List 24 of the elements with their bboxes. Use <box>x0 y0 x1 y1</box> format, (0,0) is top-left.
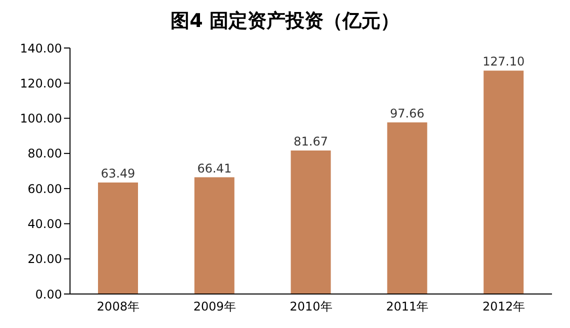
y-tick-label: 140.00 <box>20 41 62 56</box>
x-tick-label: 2011年 <box>386 300 429 314</box>
data-label: 97.66 <box>390 106 424 120</box>
y-tick-label: 0.00 <box>35 287 62 302</box>
chart-title: 图4 固定资产投资（亿元） <box>170 9 400 34</box>
y-tick-label: 100.00 <box>20 112 62 126</box>
data-label: 66.41 <box>197 161 232 176</box>
bar <box>98 182 138 294</box>
x-tick-label: 2008年 <box>96 300 140 314</box>
y-tick-label: 80.00 <box>28 146 62 161</box>
bar <box>290 150 331 294</box>
x-tick-label: 2012年 <box>482 300 526 314</box>
bar <box>194 177 234 294</box>
data-label: 127.10 <box>482 54 525 69</box>
y-tick-label: 60.00 <box>28 182 62 196</box>
bar <box>387 122 428 294</box>
data-label: 63.49 <box>100 166 136 180</box>
bar <box>484 70 524 294</box>
x-tick-label: 2010年 <box>290 300 332 314</box>
y-tick-label: 20.00 <box>28 252 62 266</box>
data-label: 81.67 <box>294 134 328 148</box>
y-tick-label: 40.00 <box>28 216 62 231</box>
y-tick-label: 120.00 <box>20 76 62 90</box>
x-tick-label: 2009年 <box>193 300 236 314</box>
